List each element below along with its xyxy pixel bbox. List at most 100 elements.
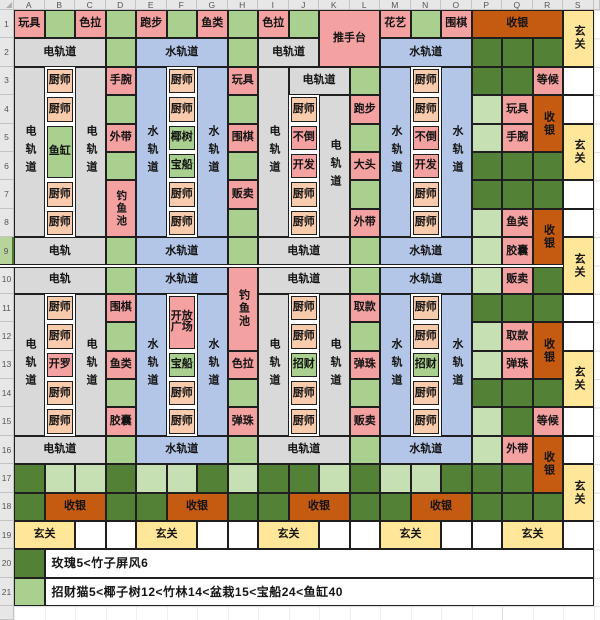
cell-P4[interactable] [471, 95, 502, 124]
cell-J13[interactable]: 招财 [288, 350, 319, 380]
cell-R12[interactable]: 收银 [532, 322, 563, 380]
cell-N11[interactable]: 厨师 [410, 293, 441, 323]
cell-F5[interactable]: 椰树 [166, 123, 197, 152]
col-header-L[interactable]: L [349, 0, 380, 10]
cell-A9[interactable]: 电轨 [14, 237, 106, 266]
cell-K1[interactable]: 推手台 [319, 10, 380, 67]
cell-G17[interactable] [197, 464, 228, 493]
cell-Q19[interactable]: 玄关 [502, 521, 563, 550]
cell-J8[interactable]: 厨师 [288, 208, 319, 238]
cell-J6[interactable]: 开发 [288, 151, 319, 181]
cell-L15[interactable]: 贩卖 [349, 407, 380, 436]
cell-L18[interactable] [349, 492, 380, 522]
cell-C17[interactable] [75, 464, 106, 493]
cell-F4[interactable]: 厨师 [166, 95, 197, 124]
cell-J18[interactable]: 收银 [288, 492, 350, 522]
cell-S16[interactable] [563, 435, 594, 465]
col-header-J[interactable]: J [288, 0, 319, 10]
cell-O17[interactable] [441, 464, 472, 493]
cell-S4[interactable] [563, 95, 594, 124]
cell-L7[interactable] [349, 180, 380, 209]
cell-D2[interactable] [105, 38, 136, 67]
cell-N8[interactable]: 厨师 [410, 208, 441, 238]
row-header-20[interactable]: 20 [0, 549, 14, 578]
row-header-14[interactable]: 14 [0, 379, 14, 408]
cell-I3[interactable]: 电轨道 [258, 66, 289, 238]
cell-B8[interactable]: 厨师 [44, 208, 75, 238]
cell-L16[interactable] [349, 435, 380, 465]
cell-A11[interactable]: 电轨道 [14, 293, 45, 436]
cell-S15[interactable] [563, 407, 594, 436]
cell-E16[interactable]: 水轨道 [136, 435, 228, 465]
cell-O3[interactable]: 水轨道 [441, 66, 472, 238]
cell-A16[interactable]: 电轨道 [14, 435, 106, 465]
cell-R3[interactable]: 等候 [532, 66, 563, 96]
col-header-I[interactable]: I [258, 0, 289, 10]
cell-D5[interactable]: 外带 [105, 123, 136, 152]
col-header-A[interactable]: A [14, 0, 45, 10]
cell-P11[interactable] [471, 293, 502, 323]
row-header-7[interactable]: 7 [0, 180, 14, 209]
cell-C1[interactable]: 色拉 [75, 10, 106, 39]
cell-L14[interactable] [349, 379, 380, 408]
cell-Q2[interactable] [502, 38, 533, 67]
cell-L8[interactable]: 外带 [349, 208, 380, 238]
cell-P9[interactable] [471, 237, 502, 266]
cell-S13[interactable]: 玄关 [563, 350, 594, 408]
cell-K4[interactable]: 电轨道 [319, 95, 350, 238]
cell-Q16[interactable]: 外带 [502, 435, 533, 465]
cell-B18[interactable]: 收银 [44, 492, 106, 522]
cell-P6[interactable] [471, 151, 502, 181]
cell-Q7[interactable] [502, 180, 533, 209]
col-header-D[interactable]: D [105, 0, 136, 10]
cell-L19[interactable] [349, 521, 380, 550]
cell-D6[interactable] [105, 151, 136, 181]
cell-R16[interactable]: 收银 [532, 435, 563, 493]
row-header-11[interactable]: 11 [0, 293, 14, 323]
cell-S5[interactable]: 玄关 [563, 123, 594, 181]
cell-L6[interactable]: 大头 [349, 151, 380, 181]
cell-F7[interactable]: 厨师 [166, 180, 197, 209]
col-header-M[interactable]: M [380, 0, 411, 10]
cell-B7[interactable]: 厨师 [44, 180, 75, 209]
cell-H15[interactable]: 弹珠 [227, 407, 258, 436]
cell-C3[interactable]: 电轨道 [75, 66, 106, 238]
cell-P18[interactable] [471, 492, 502, 522]
cell-O1[interactable]: 围棋 [441, 10, 472, 39]
cell-L3[interactable] [349, 66, 380, 96]
col-header-Q[interactable]: Q [502, 0, 533, 10]
cell-F13[interactable]: 宝船 [166, 350, 197, 380]
row-header-6[interactable]: 6 [0, 151, 14, 181]
row-header-2[interactable]: 2 [0, 38, 14, 67]
col-header-H[interactable]: H [227, 0, 258, 10]
cell-R8[interactable]: 收银 [532, 208, 563, 266]
cell-P1[interactable]: 收银 [471, 10, 563, 39]
cell-D17[interactable] [105, 464, 136, 493]
cell-Q10[interactable]: 贩卖 [502, 265, 533, 294]
cell-F18[interactable]: 收银 [166, 492, 228, 522]
cell-D16[interactable] [105, 435, 136, 465]
col-header-N[interactable]: N [410, 0, 441, 10]
cell-H16[interactable] [227, 435, 258, 465]
cell-J17[interactable] [288, 464, 319, 493]
cell-K11[interactable]: 电轨道 [319, 293, 350, 436]
row-header-13[interactable]: 13 [0, 350, 14, 380]
cell-S11[interactable] [563, 293, 594, 323]
cell-I10[interactable]: 电轨道 [258, 265, 350, 294]
col-header-C[interactable]: C [75, 0, 106, 10]
cell-Q18[interactable] [502, 492, 533, 522]
cell-L17[interactable] [349, 464, 380, 493]
cell-F6[interactable]: 宝船 [166, 151, 197, 181]
cell-H18[interactable] [227, 492, 258, 522]
cell-D1[interactable] [105, 10, 136, 39]
cell-J3[interactable]: 电轨道 [288, 66, 350, 96]
cell-H3[interactable]: 玩具 [227, 66, 258, 96]
cell-M1[interactable]: 花艺 [380, 10, 411, 39]
cell-N18[interactable]: 收银 [410, 492, 472, 522]
row-header-12[interactable]: 12 [0, 322, 14, 351]
col-header-P[interactable]: P [471, 0, 502, 10]
cell-F17[interactable] [166, 464, 197, 493]
cell-L5[interactable] [349, 123, 380, 152]
cell-I16[interactable]: 电轨道 [258, 435, 350, 465]
cell-R7[interactable] [532, 180, 563, 209]
